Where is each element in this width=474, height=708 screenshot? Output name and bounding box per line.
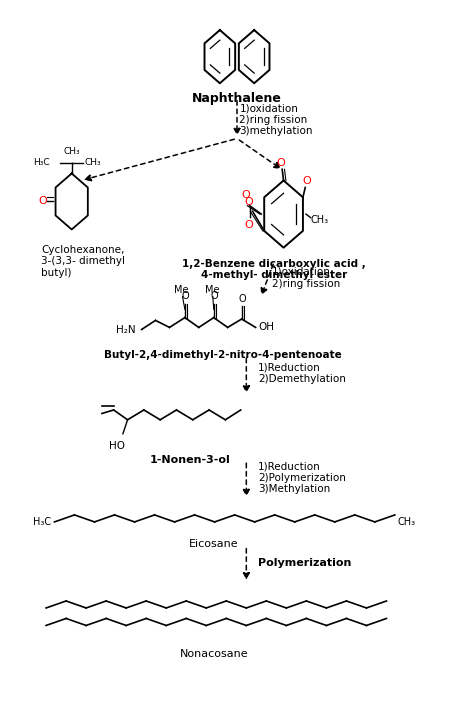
Text: Eicosane: Eicosane (189, 539, 238, 549)
Text: O: O (241, 190, 250, 200)
Text: OH: OH (258, 322, 274, 333)
Text: O: O (302, 176, 311, 186)
Text: O: O (211, 291, 219, 301)
Text: 1-Nonen-3-ol: 1-Nonen-3-ol (150, 455, 231, 464)
Text: H₃C: H₃C (33, 517, 51, 527)
Text: O: O (244, 219, 253, 229)
Text: H₂N: H₂N (116, 324, 136, 334)
Text: 1)oxidation
2)ring fission: 1)oxidation 2)ring fission (272, 267, 340, 289)
Text: Polymerization: Polymerization (258, 557, 351, 568)
Text: CH₃: CH₃ (310, 215, 328, 224)
Text: O: O (38, 197, 47, 207)
Text: O: O (239, 294, 246, 304)
Text: Naphthalene: Naphthalene (192, 92, 282, 105)
Text: Me: Me (205, 285, 219, 295)
Text: Cyclohexanone,
3-(3,3- dimethyl
butyl): Cyclohexanone, 3-(3,3- dimethyl butyl) (41, 245, 126, 278)
Text: O: O (182, 291, 190, 301)
Text: CH₃: CH₃ (397, 517, 415, 527)
Text: CH₃: CH₃ (85, 159, 101, 168)
Text: 1)Reduction
2)Polymerization
3)Methylation: 1)Reduction 2)Polymerization 3)Methylati… (258, 461, 346, 494)
Text: CH₃: CH₃ (64, 147, 80, 156)
Text: Butyl-2,4-dimethyl-2-nitro-4-pentenoate: Butyl-2,4-dimethyl-2-nitro-4-pentenoate (104, 350, 342, 360)
Text: Me: Me (174, 285, 188, 295)
Text: O: O (277, 158, 286, 168)
Text: 1)oxidation
2)ring fission
3)methylation: 1)oxidation 2)ring fission 3)methylation (239, 103, 313, 136)
Text: 1,2-Benzene dicarboxylic acid ,
4-methyl- dimethyl ester: 1,2-Benzene dicarboxylic acid , 4-methyl… (182, 259, 366, 280)
Text: H₃C: H₃C (33, 159, 49, 168)
Text: Nonacosane: Nonacosane (179, 649, 248, 659)
Text: 1)Reduction
2)Demethylation: 1)Reduction 2)Demethylation (258, 362, 346, 384)
Text: HO: HO (109, 441, 125, 451)
Text: O: O (245, 197, 253, 207)
